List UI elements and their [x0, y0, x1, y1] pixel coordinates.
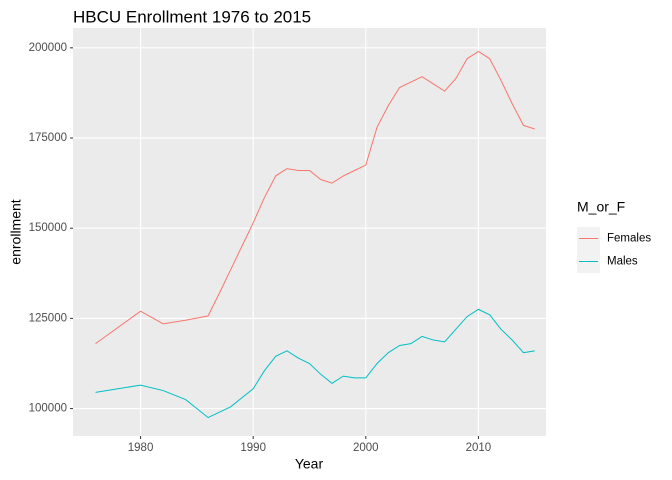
chart-title: HBCU Enrollment 1976 to 2015	[73, 7, 311, 26]
x-tick-label: 2000	[353, 442, 379, 454]
series-line	[95, 308, 535, 419]
x-axis-label: Year	[295, 456, 324, 472]
y-tick-label: 100000	[29, 403, 67, 415]
x-tick-label: 1980	[128, 442, 154, 454]
legend-title: M_or_F	[577, 199, 625, 215]
legend-label: Females	[607, 233, 651, 245]
y-tick-label: 125000	[29, 312, 67, 324]
x-tick-label: 2010	[466, 442, 492, 454]
legend-label: Males	[607, 256, 638, 268]
panel-background	[73, 28, 546, 436]
y-tick-label: 175000	[29, 132, 67, 144]
y-tick-label: 200000	[29, 42, 67, 54]
x-tick-label: 1990	[240, 442, 266, 454]
y-axis-label: enrollment	[8, 199, 24, 264]
series-line	[95, 50, 535, 345]
y-tick-label: 150000	[29, 222, 67, 234]
